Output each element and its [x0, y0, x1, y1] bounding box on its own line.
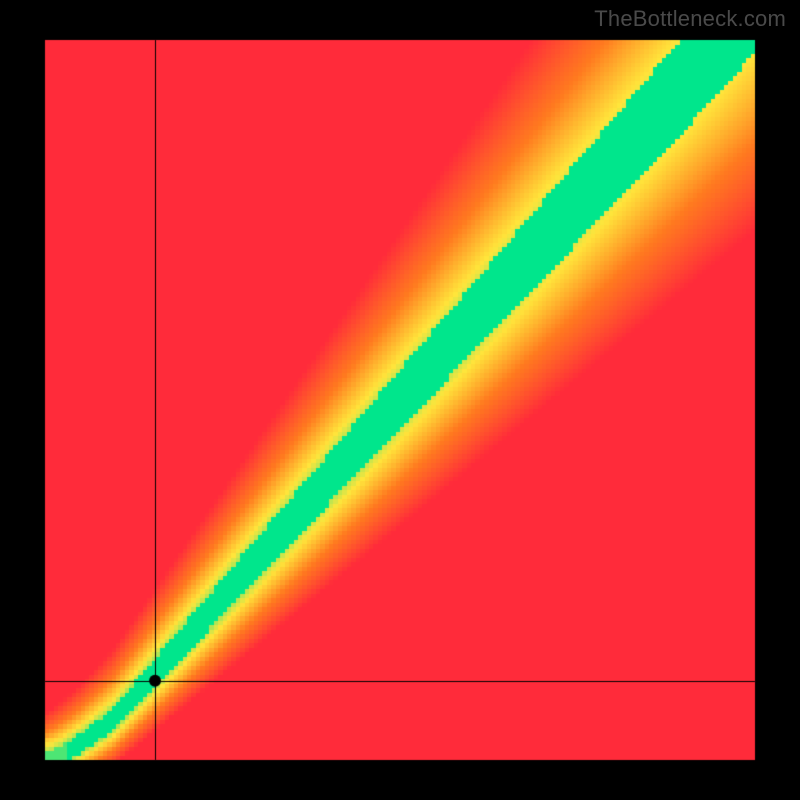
crosshair-overlay: [0, 0, 800, 800]
watermark-text: TheBottleneck.com: [594, 6, 786, 32]
figure-root: TheBottleneck.com: [0, 0, 800, 800]
